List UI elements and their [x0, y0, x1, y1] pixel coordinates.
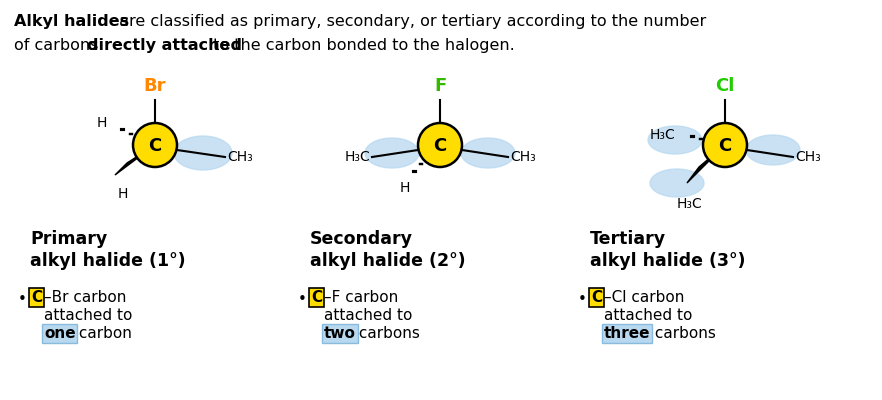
Polygon shape: [115, 145, 155, 175]
Text: H: H: [400, 181, 410, 195]
Text: H₃C: H₃C: [676, 197, 702, 211]
Text: attached to: attached to: [324, 308, 413, 323]
Text: alkyl halide (2°): alkyl halide (2°): [310, 252, 466, 270]
Circle shape: [418, 123, 462, 167]
Text: •: •: [19, 292, 27, 307]
Text: Tertiary: Tertiary: [590, 230, 666, 248]
Text: Secondary: Secondary: [310, 230, 413, 248]
Text: •: •: [298, 292, 307, 307]
Circle shape: [703, 123, 747, 167]
Text: alkyl halide (1°): alkyl halide (1°): [30, 252, 185, 270]
Text: directly attached: directly attached: [87, 38, 242, 53]
Text: CH₃: CH₃: [510, 150, 535, 164]
Text: attached to: attached to: [44, 308, 132, 323]
Text: C: C: [148, 137, 161, 155]
Text: two: two: [324, 326, 355, 341]
Text: •: •: [578, 292, 587, 307]
Ellipse shape: [174, 136, 232, 170]
Text: C: C: [433, 137, 446, 155]
Text: CH₃: CH₃: [227, 150, 253, 164]
Text: attached to: attached to: [604, 308, 692, 323]
Text: C: C: [591, 290, 602, 305]
Text: H₃C: H₃C: [649, 128, 675, 142]
Ellipse shape: [746, 135, 800, 165]
Text: carbon: carbon: [73, 326, 131, 341]
Text: carbons: carbons: [354, 326, 419, 341]
Text: H₃C: H₃C: [344, 150, 370, 164]
Ellipse shape: [461, 138, 515, 168]
Text: CH₃: CH₃: [795, 150, 821, 164]
Text: C: C: [311, 290, 322, 305]
Ellipse shape: [365, 138, 419, 168]
Text: of carbons: of carbons: [14, 38, 103, 53]
Text: carbons: carbons: [651, 326, 716, 341]
Text: F: F: [434, 77, 446, 95]
Ellipse shape: [648, 126, 702, 154]
Text: three: three: [604, 326, 651, 341]
Text: –Br carbon: –Br carbon: [44, 290, 126, 305]
Text: one: one: [44, 326, 76, 341]
Text: alkyl halide (3°): alkyl halide (3°): [590, 252, 745, 270]
Text: H: H: [97, 116, 107, 130]
Text: Cl: Cl: [715, 77, 735, 95]
Text: are classified as primary, secondary, or tertiary according to the number: are classified as primary, secondary, or…: [114, 14, 706, 29]
Ellipse shape: [650, 169, 704, 197]
Text: Alkyl halides: Alkyl halides: [14, 14, 129, 29]
Text: C: C: [31, 290, 42, 305]
Polygon shape: [687, 145, 725, 183]
Text: –F carbon: –F carbon: [324, 290, 399, 305]
Text: H: H: [118, 187, 128, 201]
Text: Br: Br: [144, 77, 166, 95]
Text: to the carbon bonded to the halogen.: to the carbon bonded to the halogen.: [208, 38, 515, 53]
Text: –Cl carbon: –Cl carbon: [604, 290, 684, 305]
Circle shape: [133, 123, 177, 167]
Text: Primary: Primary: [30, 230, 108, 248]
Text: C: C: [718, 137, 732, 155]
